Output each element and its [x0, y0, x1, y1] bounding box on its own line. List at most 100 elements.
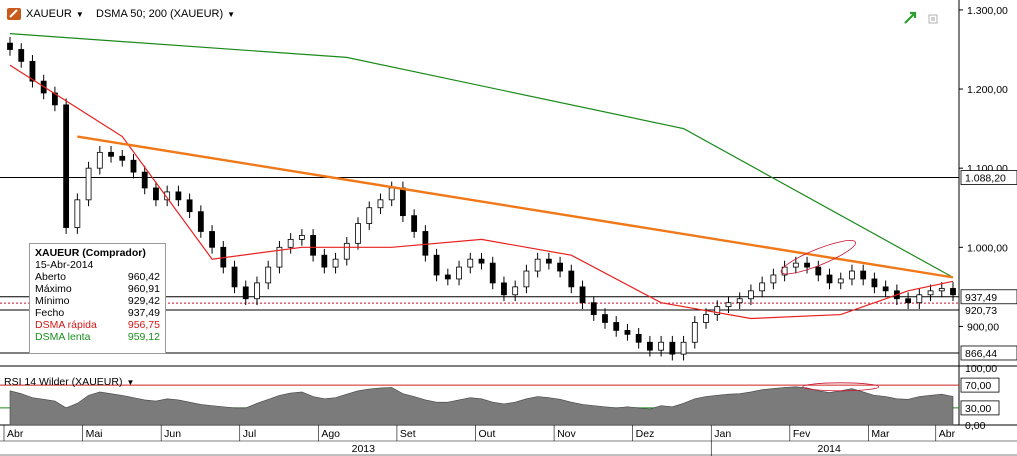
symbol-selector[interactable]: XAUEUR ▼: [6, 6, 84, 22]
triangle-down-icon: ▼: [75, 9, 84, 19]
candle-body: [602, 314, 608, 323]
candle-body: [871, 278, 878, 288]
info-row-value: 929,42: [127, 295, 160, 307]
month-label: Ago: [321, 428, 340, 440]
candle-body: [85, 167, 92, 201]
candle-body: [669, 341, 676, 355]
info-row-label: DSMA lenta: [35, 331, 91, 343]
candle-body: [108, 151, 114, 157]
candle-body: [489, 262, 496, 284]
candle-body: [332, 258, 339, 268]
candle-body: [366, 207, 373, 224]
month-label: Mar: [871, 428, 890, 440]
slow-ma-line: [9, 33, 954, 278]
candle-body: [804, 262, 810, 268]
candle-body: [590, 302, 597, 315]
symbol-label: XAUEUR: [26, 8, 72, 20]
candle-body: [197, 211, 204, 232]
candle-body: [736, 298, 743, 304]
info-row-label: Mínimo: [35, 295, 70, 307]
fast-ma-line: [9, 64, 954, 320]
price-label-box: [960, 170, 1017, 185]
resistance-trendline: [77, 135, 954, 279]
info-row-label: Fecho: [35, 307, 65, 319]
triangle-down-icon: ▼: [227, 9, 236, 19]
candle-body: [377, 199, 384, 209]
candle-body: [321, 254, 328, 268]
info-box: XAUEUR (Comprador) 15-Abr-2014 Aberto 960…: [29, 243, 166, 354]
candle-body: [343, 242, 350, 260]
rsi-level-label: 0,00: [965, 420, 986, 432]
price-label: 937,49: [965, 292, 997, 304]
price-label: 920,73: [965, 305, 997, 317]
info-date: 15-Abr-2014: [35, 259, 94, 271]
rsi-level-box: [960, 377, 1000, 393]
candle-body: [444, 274, 451, 280]
candle-body: [209, 231, 215, 248]
candle-body: [635, 333, 642, 343]
info-row-m-ximo: Máximo 960,91: [35, 283, 160, 295]
month-label: Abr: [939, 428, 956, 440]
expand-button[interactable]: [903, 10, 919, 26]
candle-body: [422, 231, 429, 256]
candle-body: [119, 155, 126, 161]
candle-body: [557, 262, 563, 272]
month-label: Out: [479, 428, 496, 440]
year-label: 2013: [352, 443, 376, 455]
candle-body: [613, 322, 620, 331]
candle-body: [141, 171, 148, 189]
candle-body: [950, 288, 956, 296]
candle-body: [29, 60, 36, 82]
info-row-value: 959,12: [127, 331, 160, 343]
candle-body: [714, 306, 721, 315]
candle-body: [748, 290, 754, 300]
info-row-dsma-lenta: DSMA lenta 959,12: [35, 331, 160, 343]
restore-icon: [928, 14, 938, 24]
info-row-label: Máximo: [35, 283, 72, 295]
info-row-value: 960,91: [127, 283, 160, 295]
candle-body: [411, 215, 418, 232]
candle-body: [467, 258, 474, 268]
rsi-indicator-selector[interactable]: RSI 14 Wilder (XAUEUR) ▼: [4, 376, 134, 388]
candle-body: [231, 266, 238, 288]
rsi-level-label: 100,00: [965, 363, 997, 375]
candle-body: [927, 290, 934, 296]
indicator-label: DSMA 50; 200 (XAUEUR): [96, 8, 224, 20]
price-label-box: [960, 345, 1017, 361]
price-label: 1.088,20: [965, 173, 1006, 185]
restore-button[interactable]: [928, 11, 938, 27]
y-tick-label: 900,00: [967, 321, 999, 333]
month-label: Dez: [636, 428, 655, 440]
candle-body: [916, 294, 923, 304]
candle-body: [703, 314, 709, 323]
month-label: Mai: [86, 428, 103, 440]
candle-body: [388, 187, 395, 201]
candle-body: [7, 42, 13, 50]
info-row-label: DSMA rápida: [35, 319, 97, 331]
candle-body: [759, 282, 766, 292]
year-label: 2014: [818, 443, 842, 455]
triangle-down-icon: ▼: [126, 377, 135, 387]
rsi-title: RSI 14 Wilder (XAUEUR): [4, 376, 123, 388]
candle-body: [849, 270, 855, 280]
candle-body: [815, 266, 822, 276]
candle-body: [512, 286, 519, 296]
green-arrow-icon: [904, 11, 917, 24]
y-tick-label: 1.000,00: [967, 242, 1008, 254]
candle-body: [254, 282, 260, 300]
info-row-label: Aberto: [35, 271, 66, 283]
candle-body: [164, 191, 171, 201]
indicator-selector[interactable]: DSMA 50; 200 (XAUEUR) ▼: [96, 6, 235, 22]
highlight-ellipse: [780, 240, 856, 275]
candle-body: [74, 199, 81, 228]
candle-body: [96, 151, 103, 169]
candle-body: [837, 278, 844, 284]
price-label-box: [960, 289, 1017, 305]
month-label: Jun: [164, 428, 181, 440]
candle-body: [287, 238, 294, 248]
info-title: XAUEUR (Comprador): [35, 247, 146, 259]
candle-body: [826, 274, 833, 284]
rsi-level-box: [960, 400, 1000, 416]
